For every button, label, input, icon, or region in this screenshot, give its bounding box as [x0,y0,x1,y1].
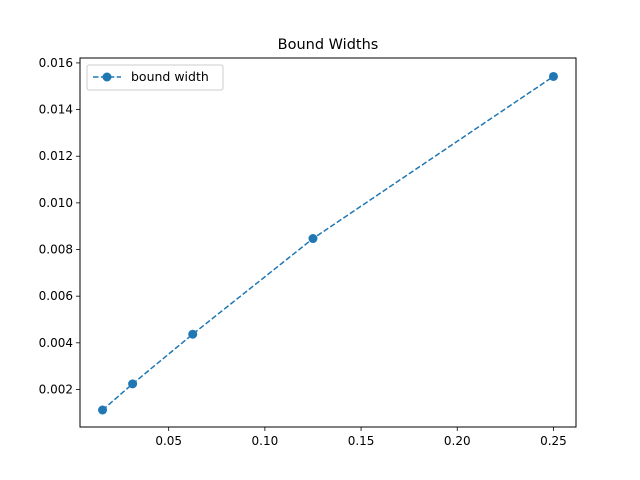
data-point [308,234,318,244]
y-tick-label: 0.016 [39,56,73,70]
x-tick-label: 0.05 [155,434,182,448]
y-tick-label: 0.010 [39,196,73,210]
data-point [128,379,138,389]
x-tick-label: 0.10 [252,434,279,448]
series-line [102,75,554,411]
data-point [548,71,558,81]
y-tick-label: 0.008 [39,243,73,257]
x-tick-label: 0.15 [348,434,375,448]
data-point [188,329,198,339]
x-tick-label: 0.25 [540,434,567,448]
legend: bound width [86,64,224,91]
y-axis: 0.002 0.004 0.006 0.008 0.010 0.012 0.014 0.016 [39,56,80,396]
plot-frame [79,57,577,428]
x-axis: 0.05 0.10 0.15 0.20 0.25 [155,427,567,448]
legend-box [86,64,224,91]
chart-title: Bound Widths [278,37,379,53]
legend-marker [102,72,112,82]
y-tick-label: 0.002 [39,382,73,396]
y-tick-label: 0.012 [39,149,73,163]
x-tick-label: 0.20 [444,434,471,448]
y-tick-label: 0.004 [39,336,73,350]
y-tick-label: 0.014 [39,103,73,117]
data-point [98,405,108,415]
legend-label: bound width [131,69,209,84]
y-tick-label: 0.006 [39,289,73,303]
series-layer [98,71,558,415]
